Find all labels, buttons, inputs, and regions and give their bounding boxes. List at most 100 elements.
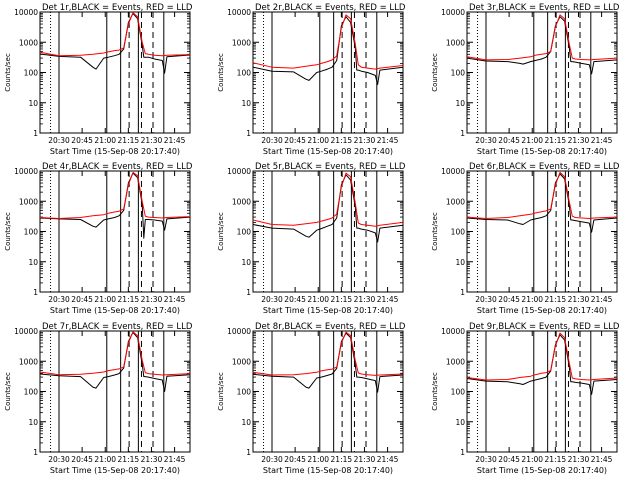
y-tick-label: 1 [246,288,251,297]
y-tick-label: 100 [237,388,252,397]
x-tick-label: 20:45 [71,295,93,304]
x-tick-label: 20:30 [261,455,283,464]
y-axis-label: Counts/sec [217,372,225,411]
x-tick-label: 21:45 [591,455,613,464]
series-group [467,332,617,395]
y-tick-label: 1000 [19,38,38,47]
detector-panel: Det 5r,BLACK = Events, RED = LLD Counts/s… [217,162,406,315]
x-tick-label: 21:45 [164,295,186,304]
plot-frame [466,170,618,293]
series-group [253,331,403,393]
x-axis-label: Start Time (15-Sep-08 20:17:40) [477,466,607,475]
detector-panel: Det 9r,BLACK = Events, RED = LLD Counts/s… [431,322,620,475]
y-tick-label: 1000 [232,197,251,206]
x-tick-label: 21:15 [331,136,353,145]
y-tick-label: 10000 [227,327,251,336]
y-axis-label: Counts/sec [217,53,225,92]
panel-title: Det 4r,BLACK = Events, RED = LLD [42,162,193,172]
x-tick-label: 20:45 [498,295,520,304]
x-tick-label: 21:15 [545,136,567,145]
y-tick-label: 100 [451,69,466,78]
plot-frame [466,330,618,453]
y-tick-label: 1 [460,129,465,138]
x-tick-label: 21:00 [307,136,329,145]
events-series-line [253,332,403,393]
x-tick-label: 21:30 [354,455,376,464]
x-tick-label: 21:45 [591,295,613,304]
x-axis-label: Start Time (15-Sep-08 20:17:40) [50,147,180,156]
y-tick-label: 1 [460,448,465,457]
y-tick-label: 10 [455,418,465,427]
lld-series-line [253,14,403,70]
x-tick-label: 20:30 [475,295,497,304]
x-axis-label: Start Time (15-Sep-08 20:17:40) [263,466,393,475]
detector-panel: Det 1r,BLACK = Events, RED = LLD Counts/s… [4,3,193,156]
plot-frame [39,11,191,134]
x-tick-label: 21:00 [521,455,543,464]
events-series-line [467,173,617,233]
x-tick-label: 21:30 [141,295,163,304]
y-tick-label: 1000 [232,38,251,47]
y-tick-label: 1 [246,448,251,457]
x-tick-label: 21:15 [545,455,567,464]
y-axis-label: Counts/sec [431,53,439,92]
y-tick-label: 10 [241,99,251,108]
series-group [253,172,403,243]
x-tick-label: 21:15 [118,455,140,464]
x-tick-label: 21:30 [568,455,590,464]
x-tick-label: 21:45 [377,136,399,145]
y-tick-label: 10 [28,258,38,267]
lld-series-line [253,172,403,227]
series-group [467,14,617,75]
lld-series-line [40,12,190,57]
detector-panel: Det 6r,BLACK = Events, RED = LLD Counts/s… [431,162,620,315]
x-axis-label: Start Time (15-Sep-08 20:17:40) [477,147,607,156]
lld-series-line [40,331,190,376]
x-tick-label: 21:00 [94,455,116,464]
x-tick-label: 21:45 [591,136,613,145]
y-tick-label: 100 [24,69,39,78]
x-tick-label: 21:00 [521,136,543,145]
lld-series-line [467,14,617,61]
plot-frame [252,170,404,293]
y-tick-label: 1 [33,448,38,457]
x-tick-label: 21:00 [307,295,329,304]
y-tick-label: 10000 [14,8,38,17]
x-tick-label: 21:00 [307,455,329,464]
x-tick-label: 20:45 [498,455,520,464]
series-group [40,171,190,239]
x-tick-label: 20:30 [475,455,497,464]
panel-title: Det 1r,BLACK = Events, RED = LLD [42,3,193,13]
y-tick-label: 1000 [19,357,38,366]
x-tick-label: 21:30 [141,455,163,464]
x-tick-label: 21:45 [164,136,186,145]
panel-title: Det 5r,BLACK = Events, RED = LLD [255,162,406,172]
panel-title: Det 9r,BLACK = Events, RED = LLD [469,322,620,332]
y-tick-label: 100 [237,69,252,78]
y-tick-label: 10000 [14,327,38,336]
series-group [40,12,190,74]
y-tick-label: 10000 [227,8,251,17]
plot-frame [39,170,191,293]
x-tick-label: 21:45 [377,295,399,304]
y-tick-label: 10 [28,418,38,427]
x-tick-label: 20:45 [71,455,93,464]
x-tick-label: 20:30 [48,295,70,304]
x-tick-label: 21:30 [354,136,376,145]
plot-frame [466,11,618,134]
events-series-line [467,16,617,75]
x-tick-label: 21:00 [94,295,116,304]
panel-title: Det 3r,BLACK = Events, RED = LLD [469,3,620,13]
y-tick-label: 10 [28,99,38,108]
x-axis-label: Start Time (15-Sep-08 20:17:40) [477,306,607,315]
y-tick-label: 10000 [14,167,38,176]
y-tick-label: 100 [24,228,39,237]
y-tick-label: 1 [246,129,251,138]
series-group [467,171,617,233]
y-tick-label: 1 [33,288,38,297]
x-tick-label: 21:30 [568,295,590,304]
x-tick-label: 21:15 [118,295,140,304]
lld-series-line [253,331,403,376]
series-group [40,331,190,392]
events-series-line [40,12,190,74]
